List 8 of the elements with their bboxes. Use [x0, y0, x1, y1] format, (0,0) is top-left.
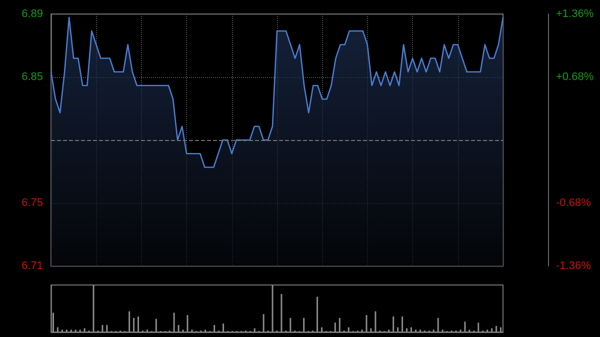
- y-tick-label: 6.75: [22, 196, 43, 209]
- y2-tick-label: -0.68%: [556, 197, 592, 209]
- y2-tick-label: -1.36%: [556, 260, 592, 272]
- y-tick-label: 6.85: [22, 71, 43, 84]
- y2-tick-label: +0.68%: [556, 71, 594, 83]
- y-tick-label: 6.89: [22, 8, 43, 20]
- y2-tick-label: +1.36%: [556, 8, 594, 20]
- y-tick-label: 6.71: [22, 260, 43, 272]
